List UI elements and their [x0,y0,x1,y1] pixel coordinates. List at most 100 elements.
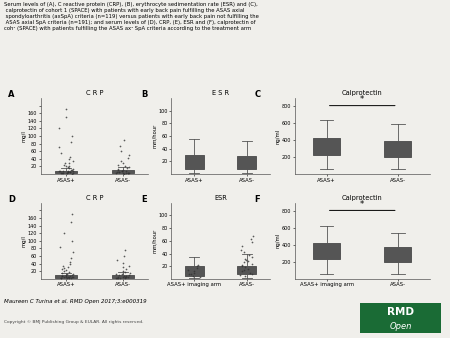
Point [125,274,132,280]
Point [59,270,66,275]
Y-axis label: mm/hour: mm/hour [152,228,157,253]
Point [66,169,73,174]
Point [55,126,63,131]
Point [119,160,126,165]
Title: ESR: ESR [214,195,227,201]
Point [57,244,64,249]
Point [120,268,127,274]
Point [244,258,251,264]
Point [122,269,129,275]
Point [194,262,201,268]
Point [240,267,248,273]
Point [66,269,73,275]
Point [65,165,72,170]
Title: C R P: C R P [86,90,103,96]
Point [249,239,256,245]
Point [60,266,68,271]
Point [113,257,120,263]
Point [116,169,123,174]
Point [114,274,121,280]
Point [60,268,68,274]
Point [58,273,66,279]
Point [70,158,77,164]
Point [123,170,130,176]
Point [57,168,64,174]
Point [126,270,133,275]
PathPatch shape [237,266,256,274]
Point [68,219,75,224]
Point [69,170,76,175]
Point [113,275,121,281]
Point [58,171,65,176]
Point [69,169,76,174]
Point [115,168,122,173]
Point [238,264,246,269]
Point [65,169,72,175]
Point [240,249,247,255]
Point [122,274,129,280]
Point [249,233,256,239]
PathPatch shape [313,243,340,260]
Point [116,273,123,278]
Point [122,273,130,279]
PathPatch shape [313,138,340,155]
PathPatch shape [184,266,204,276]
Point [58,273,66,279]
Text: B: B [141,91,148,99]
Point [248,236,255,242]
Point [60,231,67,236]
Point [68,255,75,261]
Point [242,274,249,279]
Text: RMD: RMD [387,307,414,317]
Y-axis label: mg/l: mg/l [21,235,26,247]
Y-axis label: mm/hour: mm/hour [152,124,157,148]
Point [119,169,126,174]
Point [121,171,128,176]
Point [122,168,130,173]
Point [67,168,74,173]
Point [246,252,253,258]
Title: C R P: C R P [86,195,103,201]
Point [62,163,69,168]
Point [117,149,125,154]
PathPatch shape [112,275,134,278]
Point [240,260,248,265]
Point [63,268,70,273]
Point [120,137,127,143]
Y-axis label: mg/l: mg/l [21,130,26,142]
Point [68,238,76,243]
Text: Copyright © BMJ Publishing Group & EULAR. All rights reserved.: Copyright © BMJ Publishing Group & EULAR… [4,320,144,324]
Point [248,271,256,276]
Point [126,152,133,158]
Point [121,275,128,281]
Point [65,156,72,162]
Point [118,272,126,277]
Point [184,267,192,273]
Point [66,274,73,279]
Title: Calprotectin: Calprotectin [342,195,382,201]
Point [68,274,76,280]
Point [112,271,119,276]
Point [66,164,73,169]
PathPatch shape [384,247,411,262]
Point [65,169,72,174]
Point [119,170,126,175]
Point [239,243,246,249]
Point [241,265,248,270]
Point [63,170,71,176]
Point [119,168,126,174]
Point [65,168,72,173]
Point [197,274,204,280]
PathPatch shape [112,170,134,173]
Point [67,259,74,264]
PathPatch shape [184,155,204,169]
Point [122,274,129,279]
Point [60,171,67,176]
Point [65,265,72,270]
Point [121,248,128,253]
Point [112,171,120,176]
Point [191,270,198,275]
Point [123,165,130,171]
Point [126,165,133,170]
Title: Calprotectin: Calprotectin [342,90,382,96]
